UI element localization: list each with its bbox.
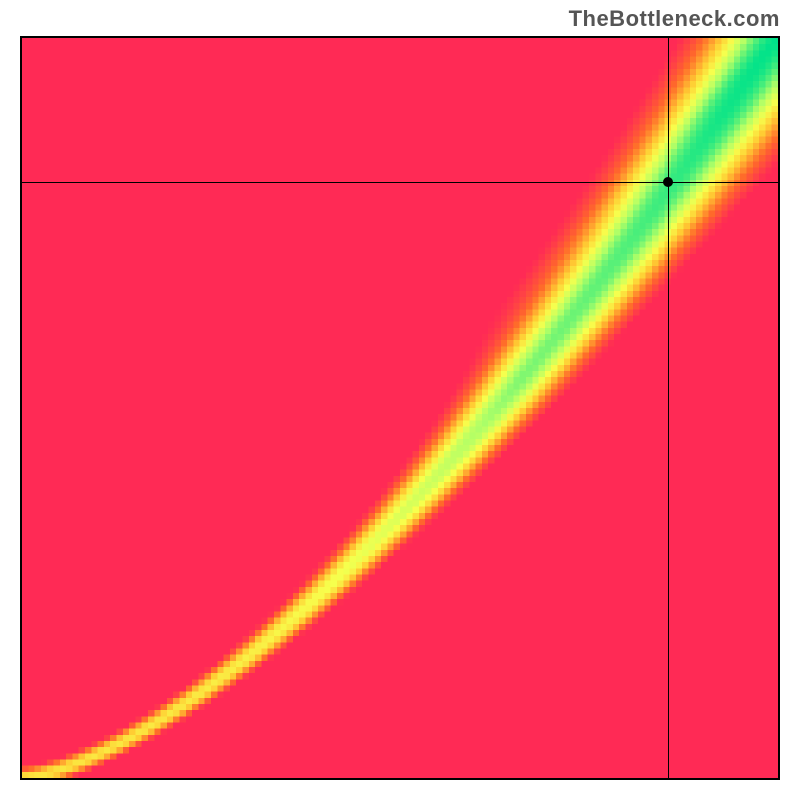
crosshair-vertical bbox=[668, 38, 669, 778]
chart-container: TheBottleneck.com bbox=[0, 0, 800, 800]
marker-dot bbox=[663, 177, 673, 187]
heatmap-canvas bbox=[22, 38, 778, 778]
watermark-text: TheBottleneck.com bbox=[569, 6, 780, 32]
chart-frame bbox=[20, 36, 780, 780]
